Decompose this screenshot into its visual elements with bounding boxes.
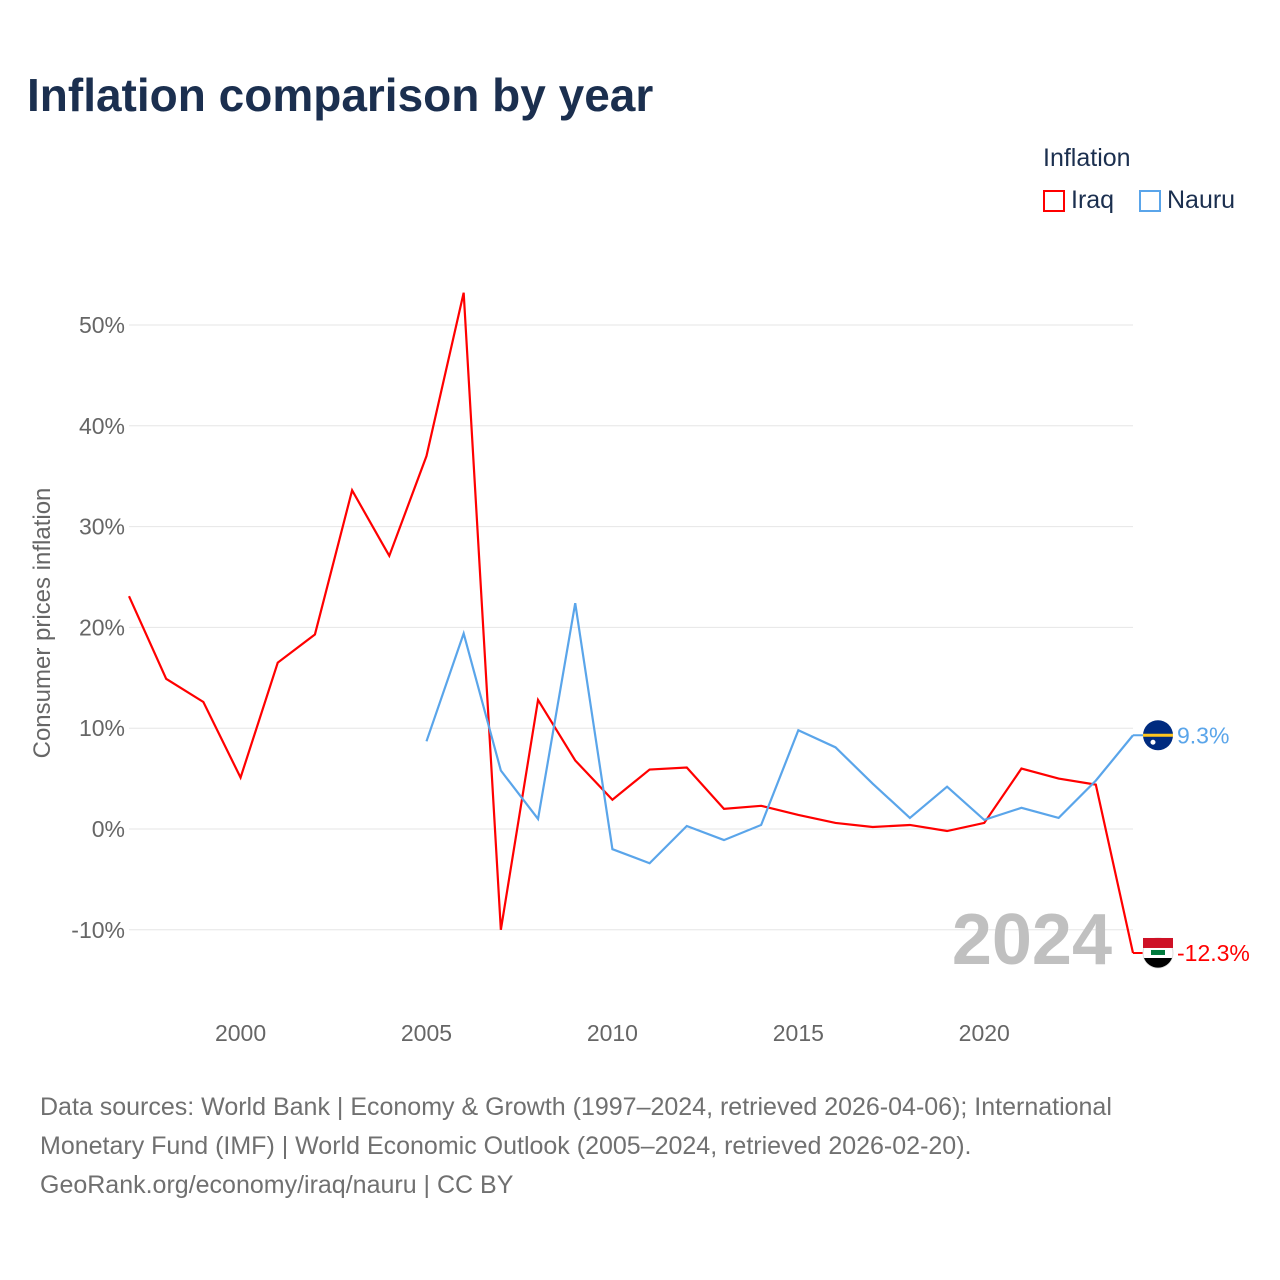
flag-stripe-red	[1143, 937, 1173, 948]
x-tick-label: 2015	[773, 1020, 824, 1046]
source-line: Data sources: World Bank | Economy & Gro…	[40, 1093, 1112, 1121]
legend-label-nauru: Nauru	[1167, 186, 1236, 214]
y-tick-label: -10%	[71, 917, 125, 943]
x-tick-label: 2020	[959, 1020, 1010, 1046]
y-tick-label: 30%	[79, 514, 125, 540]
end-value-label-iraq: -12.3%	[1177, 940, 1250, 966]
series-line-nauru	[425, 603, 1134, 865]
flag-stripe-yellow	[1143, 733, 1173, 737]
source-link[interactable]: GeoRank.org/economy/iraq/nauru | CC BY	[40, 1171, 514, 1199]
y-tick-label: 10%	[79, 715, 125, 741]
end-value-label-nauru: 9.3%	[1177, 722, 1229, 748]
y-axis-label: Consumer prices inflation	[29, 488, 56, 759]
y-tick-label: 20%	[79, 614, 125, 640]
series-line-iraq	[127, 292, 1135, 954]
flag-star	[1150, 739, 1156, 745]
y-tick-label: 50%	[79, 312, 125, 338]
flag-script	[1151, 949, 1165, 955]
flag-stripe-black	[1144, 957, 1172, 968]
x-tick-label: 2010	[587, 1020, 638, 1046]
year-watermark: 2024	[952, 900, 1112, 980]
y-tick-label: 40%	[79, 413, 125, 439]
y-tick-label: 0%	[92, 816, 125, 842]
chart-title: Inflation comparison by year	[27, 69, 654, 121]
legend-label-iraq: Iraq	[1071, 186, 1115, 214]
source-line: Monetary Fund (IMF) | World Economic Out…	[40, 1132, 972, 1160]
legend-swatch-nauru	[1139, 189, 1161, 212]
legend-swatch-iraq	[1043, 189, 1065, 212]
source-note: Data sources: World Bank | Economy & Gro…	[40, 1088, 1240, 1205]
legend-title: Inflation	[1043, 144, 1131, 172]
legend-item-iraq[interactable]: Iraq	[1043, 186, 1114, 215]
legend-item-nauru[interactable]: Nauru	[1139, 186, 1235, 215]
x-tick-label: 2005	[401, 1020, 452, 1046]
x-tick-label: 2000	[215, 1020, 266, 1046]
